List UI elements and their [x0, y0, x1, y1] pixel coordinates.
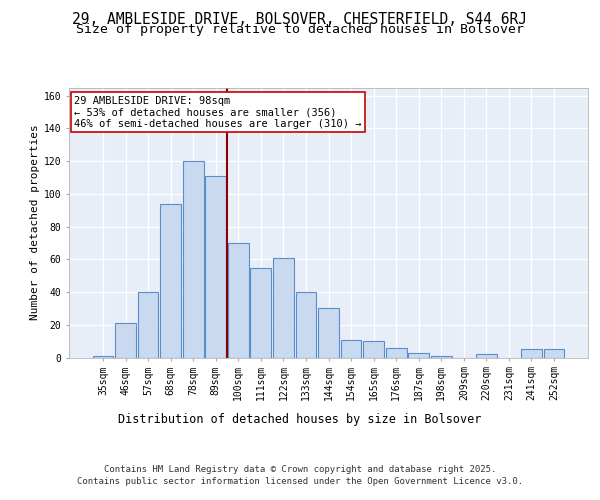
Bar [521, 350, 542, 358]
Y-axis label: Number of detached properties: Number of detached properties [29, 124, 40, 320]
Bar [250, 268, 271, 358]
Bar [92, 356, 113, 358]
Bar [296, 292, 316, 358]
Bar [115, 323, 136, 358]
Text: 29, AMBLESIDE DRIVE, BOLSOVER, CHESTERFIELD, S44 6RJ: 29, AMBLESIDE DRIVE, BOLSOVER, CHESTERFI… [73, 12, 527, 28]
Bar [160, 204, 181, 358]
Text: Size of property relative to detached houses in Bolsover: Size of property relative to detached ho… [76, 24, 524, 36]
Bar [137, 292, 158, 358]
Text: Distribution of detached houses by size in Bolsover: Distribution of detached houses by size … [118, 412, 482, 426]
Bar [476, 354, 497, 358]
Bar [363, 341, 384, 357]
Bar [273, 258, 294, 358]
Bar [205, 176, 226, 358]
Bar [431, 356, 452, 358]
Bar [409, 352, 429, 358]
Text: Contains HM Land Registry data © Crown copyright and database right 2025.
Contai: Contains HM Land Registry data © Crown c… [77, 465, 523, 486]
Bar [228, 243, 248, 358]
Bar [386, 348, 407, 358]
Bar [183, 161, 203, 358]
Bar [341, 340, 361, 357]
Bar [318, 308, 339, 358]
Text: 29 AMBLESIDE DRIVE: 98sqm
← 53% of detached houses are smaller (356)
46% of semi: 29 AMBLESIDE DRIVE: 98sqm ← 53% of detac… [74, 96, 362, 129]
Bar [544, 350, 565, 358]
